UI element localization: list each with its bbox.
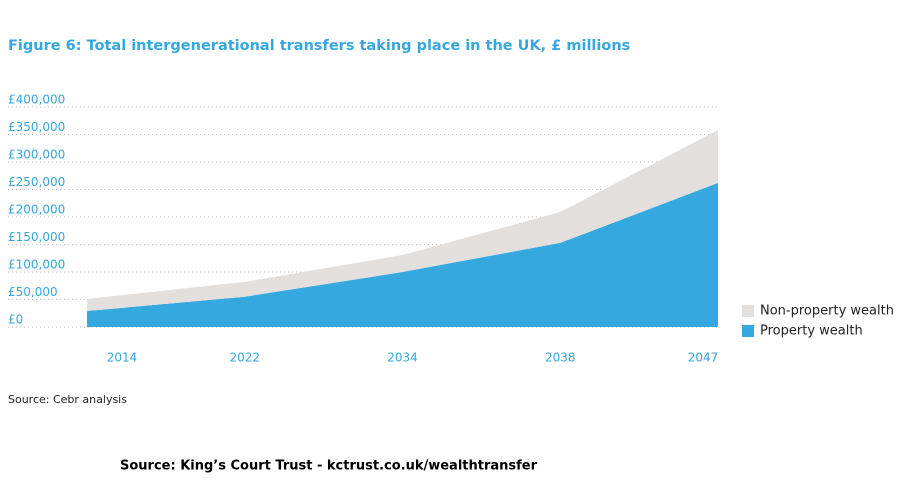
legend-label: Non-property wealth (760, 304, 894, 319)
y-tick-label: £50,000 (8, 285, 58, 299)
legend-label: Property wealth (760, 324, 863, 339)
x-tick-label: 2034 (387, 351, 418, 365)
legend-swatch (742, 305, 754, 317)
y-tick-label: £300,000 (8, 148, 65, 162)
x-tick-label: 2047 (688, 351, 719, 365)
x-tick-label: 2038 (545, 351, 576, 365)
area (87, 182, 718, 327)
x-tick-label: 2014 (107, 351, 138, 365)
y-tick-label: £100,000 (8, 258, 65, 272)
area (87, 130, 718, 312)
y-tick-label: £200,000 (8, 203, 65, 217)
source-note: Source: Cebr analysis (8, 393, 127, 406)
y-tick-label: £0 (8, 313, 23, 327)
y-tick-label: £400,000 (8, 93, 65, 107)
y-tick-label: £350,000 (8, 120, 65, 134)
chart-title: Figure 6: Total intergenerational transf… (8, 38, 630, 54)
x-tick-label: 2022 (229, 351, 260, 365)
y-tick-label: £250,000 (8, 175, 65, 189)
legend-swatch (742, 325, 754, 337)
y-tick-label: £150,000 (8, 230, 65, 244)
footer: Source: King’s Court Trust - kctrust.co.… (120, 459, 538, 474)
